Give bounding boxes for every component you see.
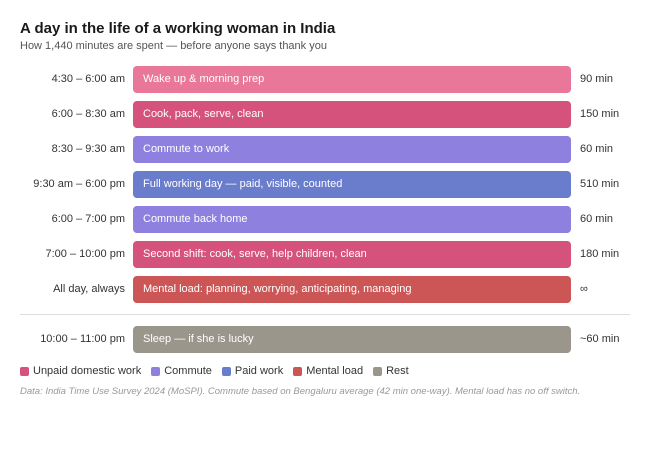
legend-swatch	[20, 366, 29, 376]
time-range: All day, always	[53, 283, 125, 295]
legend-item: Unpaid domestic work	[20, 365, 141, 377]
legend-swatch	[373, 366, 383, 376]
duration: ~60 min	[580, 333, 620, 345]
legend-swatch	[221, 366, 231, 376]
legend-label: Mental load	[306, 365, 364, 377]
time-range: 8:30 – 9:30 am	[51, 143, 125, 155]
time-range: 9:30 am – 6:00 pm	[33, 178, 125, 190]
footnote: Data: India Time Use Survey 2024 (MoSPI)…	[20, 386, 581, 397]
legend-item: Rest	[373, 365, 409, 377]
activity-bar: Mental load: planning, worrying, anticip…	[133, 276, 571, 303]
duration: 180 min	[580, 248, 620, 260]
divider	[20, 314, 630, 315]
legend-item: Paid work	[221, 365, 284, 377]
legend-label: Rest	[386, 365, 409, 377]
duration: 60 min	[580, 213, 614, 225]
time-range: 7:00 – 10:00 pm	[45, 248, 125, 260]
timeline-row: 6:00 – 8:30 am Cook, pack, serve, clean …	[0, 101, 650, 128]
activity-bar: Sleep — if she is lucky	[133, 326, 571, 353]
timeline-row: 6:00 – 7:00 pm Commute back home 60 min	[0, 206, 650, 233]
page-title: A day in the life of a working woman in …	[20, 20, 336, 37]
duration: ∞	[580, 283, 588, 295]
legend-item: Commute	[151, 365, 212, 377]
legend-label: Paid work	[234, 365, 284, 377]
duration: 60 min	[580, 143, 614, 155]
time-range: 4:30 – 6:00 am	[51, 73, 125, 85]
legend-swatch	[293, 366, 303, 376]
timeline-row: All day, always Mental load: planning, w…	[0, 276, 650, 303]
duration: 90 min	[580, 73, 614, 85]
subtitle: How 1,440 minutes are spent — before any…	[20, 40, 327, 52]
legend-item: Mental load	[293, 365, 363, 377]
timeline-row: 9:30 am – 6:00 pm Full working day — pai…	[0, 171, 650, 198]
legend: Unpaid domestic work Commute Paid work Ment…	[20, 365, 409, 377]
time-range: 10:00 – 11:00 pm	[40, 333, 125, 345]
activity-bar: Cook, pack, serve, clean	[133, 101, 571, 128]
activity-bar: Commute to work	[133, 136, 571, 163]
activity-bar: Full working day — paid, visible, counte…	[133, 171, 571, 198]
duration: 510 min	[580, 178, 620, 190]
legend-swatch	[151, 366, 161, 376]
timeline-row: 8:30 – 9:30 am Commute to work 60 min	[0, 136, 650, 163]
timeline-row: 10:00 – 11:00 pm Sleep — if she is lucky…	[0, 326, 650, 353]
activity-bar: Second shift: cook, serve, help children…	[133, 241, 571, 268]
time-range: 6:00 – 7:00 pm	[51, 213, 125, 225]
duration: 150 min	[580, 108, 620, 120]
time-range: 6:00 – 8:30 am	[51, 108, 125, 120]
timeline-row: 7:00 – 10:00 pm Second shift: cook, serv…	[0, 241, 650, 268]
activity-bar: Commute back home	[133, 206, 571, 233]
timeline-row: 4:30 – 6:00 am Wake up & morning prep 90…	[0, 66, 650, 93]
legend-label: Commute	[164, 365, 212, 377]
legend-label: Unpaid domestic work	[33, 365, 142, 377]
activity-bar: Wake up & morning prep	[133, 66, 571, 93]
